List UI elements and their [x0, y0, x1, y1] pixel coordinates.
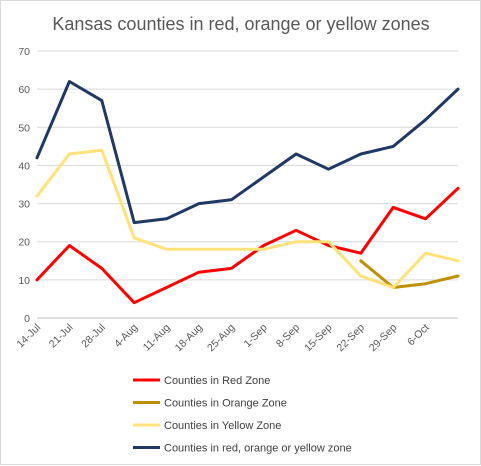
x-axis-ticks: 14-Jul 21-Jul 28-Jul 4-Aug 11-Aug 18-Aug 25-Au… [14, 322, 431, 355]
gridlines [37, 50, 458, 319]
chart-title: Kansas counties in red, orange or yellow… [52, 14, 429, 34]
x-tick-label: 11-Aug [141, 322, 173, 354]
series-line-2 [35, 148, 460, 289]
y-tick-label: 10 [18, 275, 30, 287]
x-tick-label: 28-Jul [79, 322, 108, 351]
x-tick-label: 6-Oct [405, 322, 432, 349]
series-line-3 [35, 80, 460, 225]
legend-entry: Counties in Orange Zone [164, 398, 287, 410]
series-line-1 [359, 259, 460, 289]
x-tick-label: 21-Jul [47, 322, 76, 351]
legend: Counties in Red Zone Counties in Orange Z… [133, 375, 352, 455]
y-tick-label: 0 [24, 313, 30, 325]
y-tick-label: 70 [18, 46, 30, 58]
x-tick-label: 18-Aug [173, 322, 206, 355]
x-tick-label: 25-Aug [205, 322, 238, 355]
y-tick-label: 40 [18, 160, 30, 172]
x-tick-label: 4-Aug [112, 322, 140, 350]
y-tick-label: 50 [18, 122, 30, 134]
series-lines [35, 80, 460, 305]
x-tick-label: 1-Sep [242, 322, 270, 350]
x-tick-label: 8-Sep [274, 322, 302, 350]
x-tick-label: 22-Sep [335, 322, 368, 355]
y-tick-label: 20 [18, 237, 30, 249]
legend-entry: Counties in Red Zone [164, 375, 270, 387]
x-tick-label: 15-Sep [302, 322, 335, 355]
series-line-0 [35, 186, 460, 305]
y-axis-ticks: 0 10 20 30 40 50 60 70 [18, 46, 30, 325]
y-tick-label: 60 [18, 84, 30, 96]
x-tick-label: 29-Sep [367, 322, 400, 355]
x-tick-label: 14-Jul [14, 322, 43, 351]
legend-entry: Counties in red, orange or yellow zone [164, 443, 352, 455]
y-tick-label: 30 [18, 199, 30, 211]
legend-entry: Counties in Yellow Zone [164, 420, 281, 432]
